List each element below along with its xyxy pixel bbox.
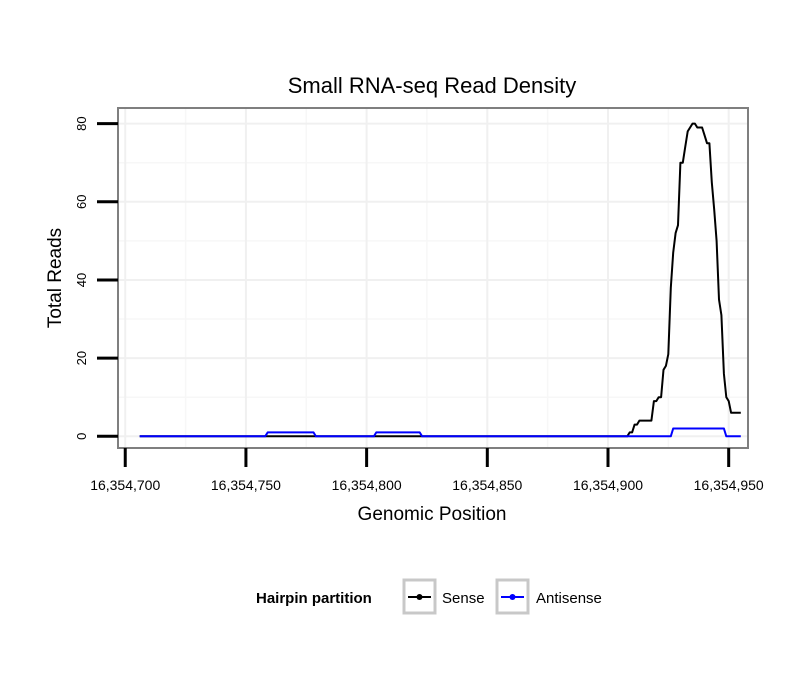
- x-tick-label: 16,354,850: [452, 477, 522, 493]
- legend-label-antisense: Antisense: [536, 590, 602, 607]
- series-line-antisense: [139, 427, 741, 438]
- x-tick-label: 16,354,800: [332, 477, 402, 493]
- grid: [118, 108, 748, 448]
- y-axis-label: Total Reads: [45, 228, 66, 328]
- y-axis: 0 20 40 60 80: [74, 116, 118, 440]
- legend-point-antisense: [509, 594, 516, 600]
- series-lines: [139, 122, 741, 438]
- x-axis: 16,354,700 16,354,750 16,354,800 16,354,850…: [90, 448, 764, 493]
- x-tick-label: 16,354,750: [211, 477, 281, 493]
- plot-panel-border: [117, 107, 749, 449]
- legend-entry-sense: Sense: [402, 578, 485, 615]
- y-tick-label: 60: [74, 195, 89, 209]
- x-axis-label: Genomic Position: [358, 504, 507, 525]
- series-line-sense: [139, 122, 741, 438]
- legend-entry-antisense: Antisense: [495, 578, 602, 615]
- legend-title: Hairpin partition: [256, 590, 372, 607]
- y-tick-label: 0: [74, 433, 89, 440]
- legend-point-sense: [416, 594, 423, 600]
- y-tick-label: 80: [74, 116, 89, 130]
- x-tick-label: 16,354,700: [90, 477, 160, 493]
- legend-label-sense: Sense: [442, 590, 485, 607]
- x-tick-label: 16,354,900: [573, 477, 643, 493]
- y-tick-label: 40: [74, 273, 89, 287]
- chart-title: Small RNA-seq Read Density: [288, 73, 577, 98]
- x-tick-label: 16,354,950: [694, 477, 764, 493]
- legend: Hairpin partition Sense Antisense: [256, 578, 602, 615]
- y-tick-label: 20: [74, 351, 89, 365]
